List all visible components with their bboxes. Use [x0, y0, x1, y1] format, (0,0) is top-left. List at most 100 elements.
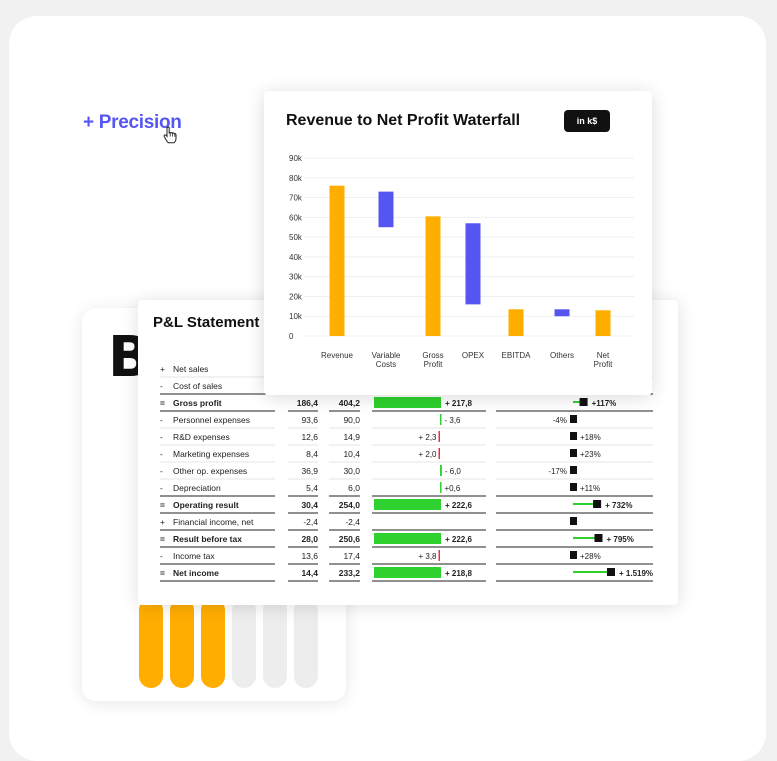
row-value-prev: 28,0: [301, 534, 318, 544]
pct-label: + 795%: [606, 535, 633, 544]
delta-label: + 222,6: [445, 535, 472, 544]
row-value-curr: 90,0: [343, 415, 360, 425]
pct-pin-head: [570, 415, 577, 423]
y-tick-label: 40k: [289, 253, 303, 262]
delta-label: + 2,0: [418, 450, 437, 459]
row-sign: =: [160, 398, 165, 408]
delta-label: + 3,8: [418, 552, 437, 561]
row-sign: +: [160, 364, 165, 374]
row-value-curr: -2,4: [345, 517, 360, 527]
row-value-prev: 8,4: [306, 449, 318, 459]
delta-label: + 2,3: [418, 433, 437, 442]
pl-title: P&L Statement: [153, 314, 260, 331]
row-value-prev: -2,4: [303, 517, 318, 527]
waterfall-card: Revenue to Net Profit Waterfall in k$ 0 1…: [264, 91, 652, 395]
pct-label: -17%: [548, 467, 567, 476]
y-tick-label: 0: [289, 332, 294, 341]
y-tick-label: 30k: [289, 273, 303, 282]
row-sign: =: [160, 534, 165, 544]
row-value-prev: 12,6: [301, 432, 318, 442]
waterfall-bar: [508, 309, 524, 336]
row-label: Gross profit: [173, 398, 222, 408]
row-sign: -: [160, 381, 163, 391]
row-sign: =: [160, 500, 165, 510]
y-tick-label: 90k: [289, 154, 303, 163]
delta-bar: [374, 533, 441, 544]
row-value-prev: 13,6: [301, 551, 318, 561]
background-bar: [139, 598, 163, 688]
y-tick-label: 80k: [289, 174, 303, 183]
waterfall-bar: [425, 216, 441, 336]
row-label: R&D expenses: [173, 432, 230, 442]
waterfall-bar: [329, 185, 345, 336]
row-sign: -: [160, 483, 163, 493]
y-tick-label: 10k: [289, 312, 303, 321]
row-value-prev: 5,4: [306, 483, 318, 493]
y-tick-label: 60k: [289, 213, 303, 222]
delta-label: - 3,6: [445, 416, 462, 425]
row-value-prev: 14,4: [301, 568, 318, 578]
row-label: Marketing expenses: [173, 449, 249, 459]
row-label: Income tax: [173, 551, 215, 561]
x-tick-label: Variable: [372, 351, 401, 360]
pct-label: +28%: [580, 552, 601, 561]
pct-pin-head: [594, 534, 603, 542]
pct-label: +11%: [580, 484, 600, 493]
row-label: Other op. expenses: [173, 466, 247, 476]
delta-label: + 222,6: [445, 501, 472, 510]
background-bar: [201, 598, 225, 688]
x-tick-label: Profit: [594, 360, 613, 369]
delta-label: - 6,0: [445, 467, 462, 476]
delta-label: + 217,8: [445, 399, 472, 408]
row-sign: -: [160, 551, 163, 561]
row-value-prev: 30,4: [301, 500, 318, 510]
x-tick-label: Gross: [422, 351, 443, 360]
row-sign: -: [160, 415, 163, 425]
row-label: Financial income, net: [173, 517, 254, 527]
row-label: Result before tax: [173, 534, 242, 544]
row-value-curr: 17,4: [343, 551, 360, 561]
background-bar: [294, 598, 318, 688]
unit-badge[interactable]: in k$: [564, 110, 610, 132]
row-label: Cost of sales: [173, 381, 222, 391]
background-bar: [170, 598, 194, 688]
row-value-curr: 250,6: [339, 534, 361, 544]
row-value-prev: 186,4: [297, 398, 319, 408]
delta-bar: [438, 550, 440, 561]
row-sign: +: [160, 517, 165, 527]
row-value-curr: 233,2: [339, 568, 361, 578]
background-bar: [263, 598, 287, 688]
pl-table: + Net sales- Cost of sales= Gross profit 186…: [160, 364, 653, 582]
pct-pin-head: [570, 551, 577, 559]
pct-pin-head: [570, 517, 577, 525]
row-value-curr: 6,0: [348, 483, 360, 493]
row-sign: -: [160, 466, 163, 476]
waterfall-bar: [378, 191, 394, 228]
pct-pin-head: [593, 500, 602, 508]
row-value-prev: 93,6: [301, 415, 318, 425]
pct-label: +18%: [580, 433, 601, 442]
row-value-curr: 254,0: [339, 500, 361, 510]
delta-bar: [440, 414, 442, 425]
row-value-curr: 14,9: [343, 432, 360, 442]
row-value-curr: 30,0: [343, 466, 360, 476]
row-sign: -: [160, 432, 163, 442]
background-bar: [232, 598, 256, 688]
x-tick-label: Profit: [424, 360, 443, 369]
delta-bar: [438, 448, 440, 459]
x-tick-label: OPEX: [462, 351, 485, 360]
pct-label: +117%: [592, 399, 617, 408]
row-sign: =: [160, 568, 165, 578]
delta-label: + 218,8: [445, 569, 472, 578]
waterfall-bar: [595, 310, 611, 336]
pct-label: + 732%: [605, 501, 632, 510]
pct-label: +23%: [580, 450, 601, 459]
pct-pin-head: [570, 449, 577, 457]
delta-bar: [440, 465, 442, 476]
background-bars: [139, 598, 318, 688]
row-label: Depreciation: [173, 483, 221, 493]
pct-label: -4%: [553, 416, 567, 425]
pct-pin-head: [607, 568, 615, 576]
delta-label: +0,6: [445, 484, 461, 493]
x-tick-label: Others: [550, 351, 574, 360]
